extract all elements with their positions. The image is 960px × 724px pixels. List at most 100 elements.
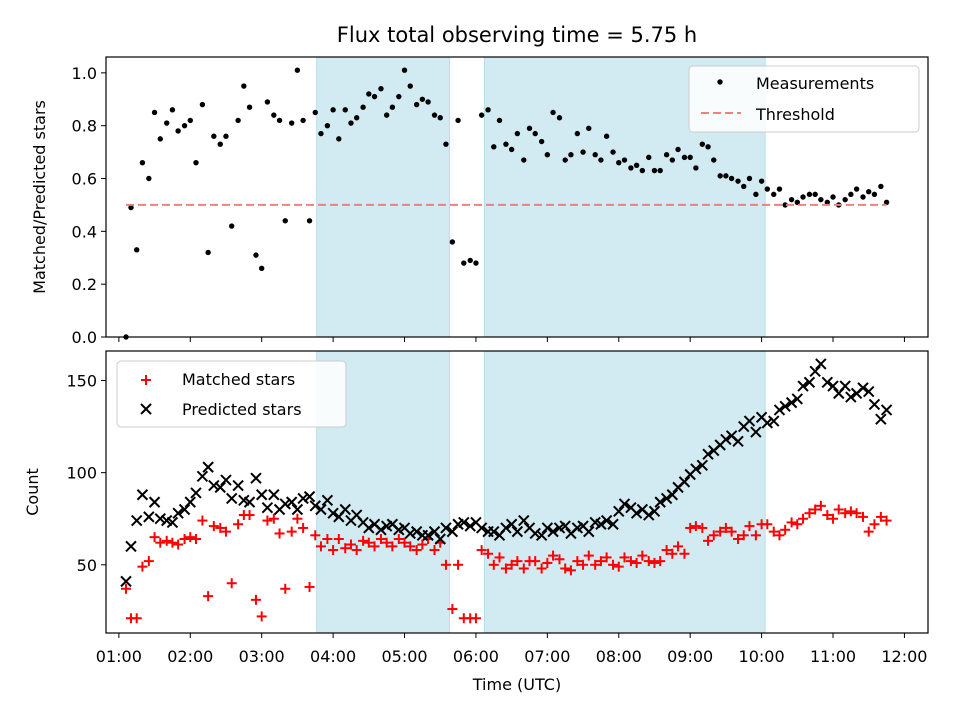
predicted-stars-point-b — [160, 514, 173, 527]
measurements-point — [336, 136, 342, 142]
x-tick-label: 08:00 — [596, 647, 642, 666]
predicted-stars-point-b — [690, 463, 702, 475]
matched-stars-point — [733, 534, 744, 544]
counts-legend: Matched stars Predicted stars — [116, 360, 347, 428]
predicted-stars-point-b — [184, 496, 196, 508]
measurements-point — [574, 130, 581, 137]
predicted-stars-point-b — [660, 492, 673, 505]
predicted-stars-point-b — [131, 514, 143, 527]
measurements-point — [735, 178, 741, 184]
predicted-stars-point — [172, 507, 184, 519]
matched-stars-point — [375, 534, 386, 544]
matched-stars-point — [440, 559, 451, 570]
matched-stars-point — [518, 563, 529, 574]
predicted-stars-point — [845, 391, 857, 403]
predicted-stars-point-b — [791, 393, 804, 405]
matched-stars-point — [530, 556, 541, 567]
ratio-legend: Measurements Threshold — [688, 65, 920, 133]
predicted-stars-point-b — [136, 489, 149, 501]
predicted-stars-point-b — [559, 520, 571, 532]
predicted-stars-point — [773, 404, 786, 416]
predicted-stars-point — [428, 525, 441, 538]
measurements-point — [128, 204, 134, 211]
predicted-stars-point-b — [827, 380, 839, 392]
predicted-stars-point-b — [143, 511, 155, 523]
predicted-stars-point-b — [232, 479, 244, 492]
predicted-stars-point-b — [120, 575, 132, 588]
measurements-point — [503, 141, 509, 147]
predicted-stars-point-b — [678, 476, 691, 488]
predicted-stars-point-b — [541, 522, 554, 534]
matched-stars-point — [304, 581, 315, 592]
measurements-point — [544, 152, 551, 158]
matched-stars-point — [453, 559, 464, 570]
counts-y-axis-label: Count — [23, 468, 42, 516]
measurements-point — [603, 133, 610, 139]
matched-stars-point — [690, 521, 701, 532]
predicted-stars-point-b — [309, 500, 321, 512]
measurements-point — [741, 183, 747, 190]
measurements-point — [485, 107, 491, 113]
predicted-stars-point — [154, 513, 166, 525]
matched-stars-point — [590, 559, 601, 570]
predicted-stars-point — [184, 496, 196, 508]
measurements-point — [812, 191, 818, 198]
measurements-point — [378, 85, 384, 92]
predicted-stars-point — [690, 463, 702, 475]
measurements-point — [360, 104, 366, 110]
matched-stars-point — [673, 541, 684, 552]
measurements-point — [758, 178, 765, 184]
matched-stars-point — [476, 545, 487, 556]
measurements-point — [562, 157, 568, 163]
predicted-stars-point-b — [285, 496, 298, 508]
matched-stars-point — [750, 530, 761, 541]
measurements-point — [586, 125, 592, 132]
matched-stars-point — [161, 535, 172, 546]
predicted-stars-point — [190, 487, 202, 499]
predicted-stars-point-b — [666, 489, 679, 501]
ratio-y-tick-label: 0.8 — [72, 117, 97, 136]
predicted-stars-point-b — [339, 503, 351, 516]
predicted-stars-point-b — [297, 492, 309, 505]
predicted-stars-point — [505, 518, 518, 530]
measurements-point — [651, 167, 658, 174]
matched-stars-point — [256, 611, 267, 622]
predicted-stars-point-b — [220, 474, 232, 486]
matched-stars-point — [358, 535, 369, 546]
predicted-stars-point-b — [261, 501, 274, 514]
predicted-stars-point-b — [446, 525, 459, 538]
x-axis-label: Time (UTC) — [472, 675, 561, 694]
predicted-stars-point — [666, 489, 679, 501]
measurements-point — [866, 189, 872, 195]
measurements-point — [616, 159, 622, 166]
counts-y-tick-label: 50 — [77, 556, 97, 575]
matched-stars-point — [840, 508, 851, 519]
predicted-stars-point-b — [648, 505, 661, 518]
matched-stars-point — [280, 583, 291, 594]
matched-stars-point — [387, 541, 398, 552]
matched-stars-point — [548, 550, 559, 561]
predicted-stars-point — [750, 426, 762, 438]
predicted-stars-point-b — [422, 529, 434, 542]
predicted-stars-point-b — [363, 522, 375, 534]
measurements-point — [717, 173, 723, 179]
matched-stars-point — [738, 530, 749, 541]
predicted-stars-point-b — [518, 514, 530, 527]
measurements-point — [853, 186, 860, 192]
measurements-point — [164, 120, 170, 126]
measurements-point — [449, 239, 456, 245]
matched-stars-point — [322, 534, 333, 544]
predicted-stars-point-b — [577, 520, 589, 532]
measurements-point — [621, 157, 628, 163]
predicted-stars-point-b — [368, 518, 381, 530]
matched-stars-point — [720, 522, 731, 533]
ratio-y-tick-label: 0.2 — [72, 275, 97, 294]
x-tick-label: 11:00 — [810, 647, 856, 666]
x-tick-label: 05:00 — [381, 647, 427, 666]
matched-stars-point — [506, 559, 517, 570]
matched-stars-point — [143, 556, 154, 567]
chart-title: Flux total observing time = 5.75 h — [337, 23, 697, 47]
measurements-point — [169, 107, 176, 113]
matched-stars-point — [542, 557, 553, 568]
measurements-point — [675, 146, 681, 153]
